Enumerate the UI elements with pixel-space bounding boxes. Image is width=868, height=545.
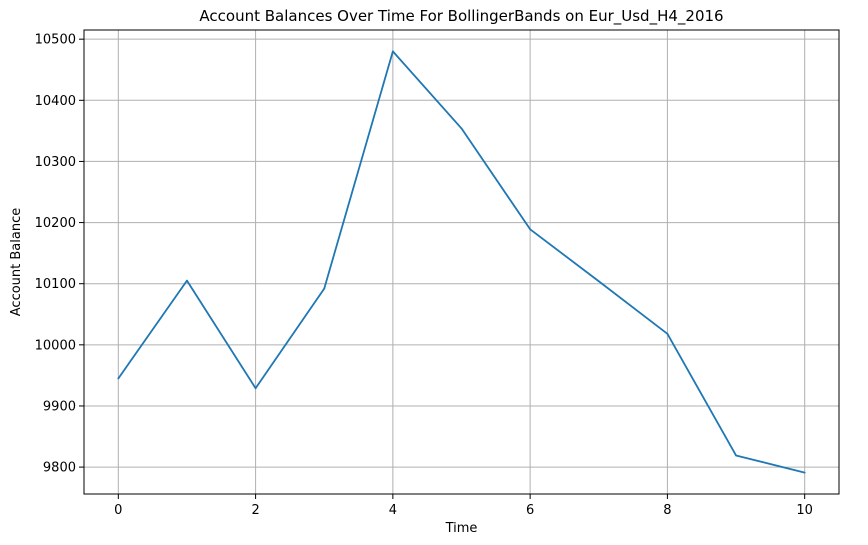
data-point	[186, 279, 188, 282]
grid	[84, 30, 839, 494]
y-tick-label: 9800	[43, 461, 76, 476]
y-axis-label: Account Balance	[9, 208, 24, 316]
x-tick-label: 2	[251, 503, 259, 518]
series-line	[117, 50, 805, 474]
data-point	[460, 127, 463, 130]
data-point	[597, 280, 600, 283]
y-tick-label: 10200	[35, 216, 76, 231]
data-point	[803, 471, 806, 474]
data-point	[666, 332, 669, 335]
data-point	[254, 387, 257, 390]
y-tick-label: 9900	[43, 399, 76, 414]
axis-ticks: 0 2 4 6 8 10 9800 9900 10000 10100 10200 10300 10400…	[35, 33, 813, 518]
data-point	[117, 377, 120, 380]
y-tick-label: 10100	[35, 277, 76, 292]
plot-area	[117, 50, 806, 474]
y-tick-label: 10000	[35, 338, 76, 353]
x-tick-label: 10	[796, 503, 813, 518]
x-axis-label: Time	[445, 521, 478, 536]
data-point	[735, 454, 737, 457]
x-tick-label: 6	[526, 503, 534, 518]
x-tick-label: 8	[663, 503, 671, 518]
data-point	[529, 228, 532, 231]
y-tick-label: 10300	[35, 155, 76, 170]
data-point	[323, 287, 326, 290]
x-tick-label: 4	[389, 503, 397, 518]
y-tick-label: 10500	[35, 33, 76, 48]
y-tick-label: 10400	[35, 94, 76, 109]
x-tick-label: 0	[114, 503, 122, 518]
plot-frame	[83, 29, 840, 495]
chart-title: Account Balances Over Time For Bollinger…	[199, 7, 723, 26]
data-point	[391, 50, 394, 53]
